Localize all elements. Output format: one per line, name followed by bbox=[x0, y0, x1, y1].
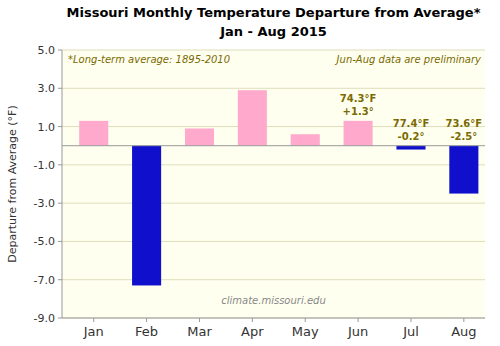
x-tick-label: Aug bbox=[451, 324, 476, 339]
y-tick bbox=[58, 241, 62, 242]
y-axis-label: Departure from Average (°F) bbox=[6, 105, 19, 263]
bar bbox=[79, 121, 108, 146]
y-tick-label: 5.0 bbox=[38, 44, 56, 57]
grid-line bbox=[62, 279, 485, 280]
grid-line bbox=[62, 164, 485, 165]
y-tick-label: -5.0 bbox=[34, 235, 55, 248]
y-tick bbox=[58, 126, 62, 127]
grid-line bbox=[62, 50, 485, 51]
subtitle: Jan - Aug 2015 bbox=[219, 24, 327, 39]
x-tick bbox=[199, 318, 200, 322]
note: Jun-Aug data are preliminary bbox=[335, 54, 482, 65]
title: Missouri Monthly Temperature Departure f… bbox=[67, 5, 481, 20]
y-tick-label: -9.0 bbox=[34, 312, 55, 325]
bar-annotation: 77.4°F bbox=[393, 118, 430, 129]
x-tick-label: Jan bbox=[83, 324, 104, 339]
y-tick bbox=[58, 203, 62, 204]
bar-annotation: +1.3° bbox=[343, 106, 374, 117]
bar-annotation: 74.3°F bbox=[340, 93, 377, 104]
bar bbox=[185, 128, 214, 145]
x-tick-label: Feb bbox=[135, 324, 158, 339]
x-tick-label: Jun bbox=[347, 324, 368, 339]
y-tick-label: -1.0 bbox=[34, 159, 55, 172]
y-tick bbox=[58, 318, 62, 319]
y-tick-label: -7.0 bbox=[34, 274, 55, 287]
grid-line bbox=[62, 88, 485, 89]
plot-area bbox=[62, 50, 485, 318]
bar-annotation: -2.5° bbox=[450, 131, 477, 142]
watermark: climate.missouri.edu bbox=[221, 295, 325, 306]
note: *Long-term average: 1895-2010 bbox=[68, 54, 230, 65]
bar bbox=[238, 90, 267, 146]
y-tick-label: -3.0 bbox=[34, 197, 55, 210]
x-tick-label: May bbox=[292, 324, 319, 339]
bar bbox=[449, 146, 478, 194]
bar bbox=[132, 146, 161, 286]
y-tick-label: 1.0 bbox=[38, 121, 56, 134]
x-tick bbox=[463, 318, 464, 322]
bar-annotation: 73.6°F bbox=[446, 118, 483, 129]
y-tick bbox=[58, 164, 62, 165]
grid-line bbox=[62, 241, 485, 242]
x-tick-label: Mar bbox=[187, 324, 212, 339]
bar bbox=[291, 134, 320, 145]
zero-line bbox=[62, 145, 485, 146]
x-tick-label: Apr bbox=[241, 324, 264, 339]
x-tick bbox=[305, 318, 306, 322]
y-tick-label: 3.0 bbox=[38, 82, 56, 95]
grid-line bbox=[62, 318, 485, 319]
x-tick bbox=[358, 318, 359, 322]
y-tick bbox=[58, 279, 62, 280]
bar bbox=[396, 146, 425, 150]
y-tick bbox=[58, 88, 62, 89]
x-tick bbox=[146, 318, 147, 322]
grid-line bbox=[62, 203, 485, 204]
chart: Missouri Monthly Temperature Departure f… bbox=[0, 0, 500, 346]
x-axis bbox=[62, 318, 485, 319]
x-tick bbox=[93, 318, 94, 322]
x-tick bbox=[252, 318, 253, 322]
x-tick bbox=[410, 318, 411, 322]
bar-annotation: -0.2° bbox=[398, 131, 425, 142]
bars bbox=[79, 90, 478, 285]
y-axis bbox=[62, 50, 63, 318]
x-tick-label: Jul bbox=[402, 324, 419, 339]
y-tick bbox=[58, 50, 62, 51]
bar bbox=[344, 121, 373, 146]
